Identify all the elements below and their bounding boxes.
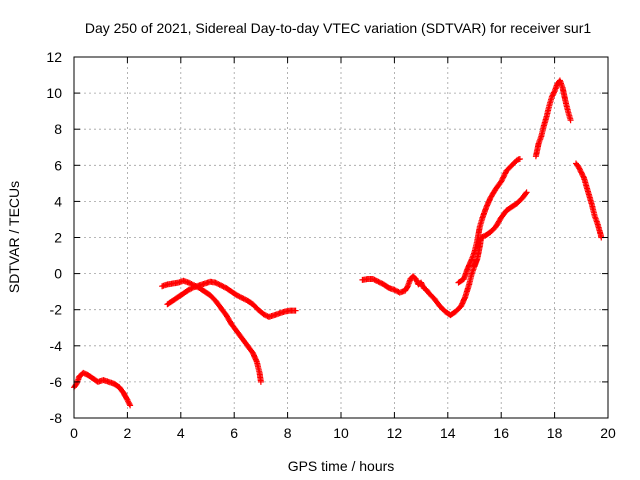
grid-lines (74, 57, 608, 418)
y-tick-label: 2 (54, 230, 62, 246)
x-tick-label: 6 (230, 425, 238, 441)
y-tick-label: -6 (50, 374, 63, 390)
y-tick-label: -4 (50, 338, 63, 354)
series-arc-4 (359, 189, 530, 319)
series-arc-3 (164, 278, 299, 320)
y-axis-label: SDTVAR / TECUs (6, 181, 22, 293)
y-tick-label: 12 (46, 49, 62, 65)
x-tick-label: 8 (284, 425, 292, 441)
y-tick-label: -2 (50, 302, 63, 318)
data-marker (164, 278, 299, 320)
y-tick-label: 4 (54, 193, 62, 209)
x-tick-label: 2 (124, 425, 132, 441)
series-arc-1 (71, 369, 134, 409)
y-tick-label: -8 (50, 410, 63, 426)
data-marker (532, 77, 574, 160)
data-marker (71, 369, 134, 409)
data-points (71, 77, 605, 409)
x-tick-label: 18 (547, 425, 563, 441)
series-arc-6 (532, 77, 574, 160)
x-axis-label: GPS time / hours (288, 458, 395, 474)
x-tick-label: 12 (387, 425, 403, 441)
x-tick-label: 14 (440, 425, 456, 441)
x-tick-label: 10 (333, 425, 349, 441)
data-marker (573, 160, 605, 241)
data-marker (159, 277, 264, 385)
x-tick-label: 4 (177, 425, 185, 441)
x-tick-label: 20 (600, 425, 616, 441)
chart-title: Day 250 of 2021, Sidereal Day-to-day VTE… (85, 20, 591, 36)
y-tick-label: 0 (54, 266, 62, 282)
y-tick-label: 10 (46, 85, 62, 101)
data-marker (359, 189, 530, 319)
x-tick-label: 0 (70, 425, 78, 441)
series-arc-2 (159, 277, 264, 385)
series-arc-7 (573, 160, 605, 241)
axis-ticks: 0 2 4 6 8 10 12 14 16 18 20 -8 -6 -4 -2 0 2 4 6 8 10 12 (46, 49, 616, 441)
data-marker (455, 156, 523, 286)
y-tick-label: 6 (54, 157, 62, 173)
series-arc-5 (455, 156, 523, 286)
x-tick-label: 16 (493, 425, 509, 441)
y-tick-label: 8 (54, 121, 62, 137)
